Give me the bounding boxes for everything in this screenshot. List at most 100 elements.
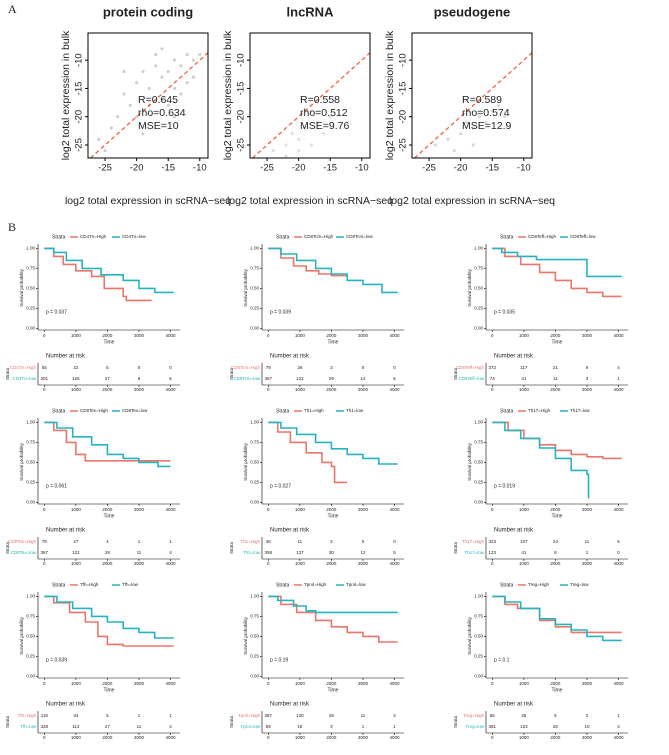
risk-x-tick-label: 0: [491, 387, 494, 392]
risk-table-title: Number at risk: [494, 528, 534, 534]
reference-line: [252, 52, 371, 159]
risk-count: 0: [393, 539, 396, 544]
risk-table-ylabel: Strata: [229, 716, 234, 729]
x-tick-label: 0: [43, 333, 46, 338]
risk-count: 5: [393, 550, 396, 555]
risk-x-tick-label: 0: [491, 735, 494, 740]
x-axis-label: Time: [552, 513, 563, 519]
risk-count: 27: [73, 539, 79, 544]
risk-x-tick-label: 4000: [166, 561, 177, 566]
y-tick-label: 0.25: [474, 654, 483, 659]
risk-count: 11: [137, 550, 142, 555]
risk-count: 0: [617, 550, 620, 555]
risk-x-tick-label: 4000: [166, 735, 177, 740]
x-axis-label: log2 total expression in scRNA−seq: [389, 195, 555, 207]
risk-count: 27: [105, 376, 111, 381]
point: [309, 109, 313, 113]
x-tick-label: 0: [491, 507, 494, 512]
point: [128, 103, 132, 107]
p-value: p = 0.039: [270, 309, 291, 315]
risk-count: 6: [138, 376, 141, 381]
risk-count: 9: [586, 365, 589, 370]
risk-x-tick-label: 3000: [134, 561, 145, 566]
legend-label: Th17=High: [528, 408, 551, 413]
y-tick-label: -20: [74, 110, 85, 124]
risk-count: 79: [42, 539, 48, 544]
point: [141, 132, 145, 136]
risk-x-tick-label: 4000: [614, 735, 625, 740]
p-value: p = 0.19: [270, 657, 288, 663]
risk-count: 301: [41, 376, 49, 381]
y-axis-label: Survival probability: [19, 442, 24, 481]
x-tick-label: 3000: [358, 507, 369, 512]
point: [484, 120, 488, 124]
y-axis-label: Survival probability: [243, 442, 248, 481]
risk-count: 3: [330, 365, 333, 370]
y-tick-label: 0.50: [474, 286, 483, 291]
x-tick-label: 2000: [550, 507, 561, 512]
risk-row-label: Th17=low: [464, 550, 484, 555]
x-tick-label: 2000: [550, 681, 561, 686]
risk-count: 1: [586, 550, 589, 555]
risk-x-tick-label: 1000: [295, 735, 306, 740]
plot-frame: [87, 32, 209, 159]
risk-table-ylabel: Strata: [229, 368, 234, 381]
x-tick-label: 0: [267, 681, 270, 686]
survival-curve: [44, 247, 152, 302]
point: [271, 149, 275, 153]
y-tick-label: 0.50: [26, 460, 35, 465]
y-tick-label: 0.75: [26, 614, 35, 619]
y-tick-label: 1.00: [26, 246, 35, 251]
x-axis-label: Time: [104, 339, 115, 345]
risk-x-tick-label: 1000: [71, 735, 82, 740]
y-tick-label: 0.25: [26, 654, 35, 659]
survival-curve: [268, 421, 398, 465]
risk-count: 28: [105, 550, 111, 555]
y-tick-label: 0.75: [474, 614, 483, 619]
x-tick-label: 3000: [134, 681, 145, 686]
point: [490, 109, 494, 113]
point: [103, 149, 107, 153]
risk-table-title: Number at risk: [270, 528, 310, 534]
annotation: R=0.589: [462, 94, 502, 106]
risk-table-title: Number at risk: [494, 702, 534, 708]
y-tick-label: 0.50: [26, 286, 35, 291]
point: [471, 126, 475, 130]
point: [141, 69, 145, 74]
risk-count: 107: [520, 539, 528, 544]
point: [166, 103, 170, 107]
risk-count: 11: [361, 713, 366, 718]
y-tick-label: 0.50: [474, 460, 483, 465]
risk-row-label: Tfh=High: [18, 713, 37, 718]
point: [109, 126, 113, 130]
point: [297, 137, 301, 141]
legend-title: Strata: [276, 234, 290, 240]
risk-x-tick-label: 1000: [71, 387, 82, 392]
survival-curve: [268, 595, 398, 614]
y-tick-label: -20: [398, 110, 409, 124]
x-axis-label: Time: [328, 339, 339, 345]
point: [185, 81, 189, 85]
point: [496, 103, 501, 107]
risk-count: 11: [298, 539, 303, 544]
risk-count: 28: [329, 713, 335, 718]
survival-curve: [44, 421, 171, 468]
risk-x-tick-label: 2000: [550, 387, 561, 392]
point: [153, 64, 158, 68]
y-tick-label: 0.25: [26, 306, 35, 311]
x-tick-label: 4000: [390, 507, 401, 512]
risk-count: 126: [72, 376, 80, 381]
legend-label: Treg=low: [570, 582, 589, 587]
risk-count: 59: [266, 724, 272, 729]
legend-label: Th17=low: [570, 408, 590, 413]
legend-title: Strata: [500, 234, 514, 240]
legend-label: Tfh=low: [122, 582, 139, 587]
y-tick-label: -10: [398, 53, 409, 67]
point: [452, 149, 456, 153]
risk-count: 2: [586, 713, 589, 718]
risk-count: 117: [520, 365, 528, 370]
risk-count: 48: [266, 539, 272, 544]
risk-x-tick-label: 1000: [519, 735, 530, 740]
x-tick-label: -15: [161, 163, 175, 174]
